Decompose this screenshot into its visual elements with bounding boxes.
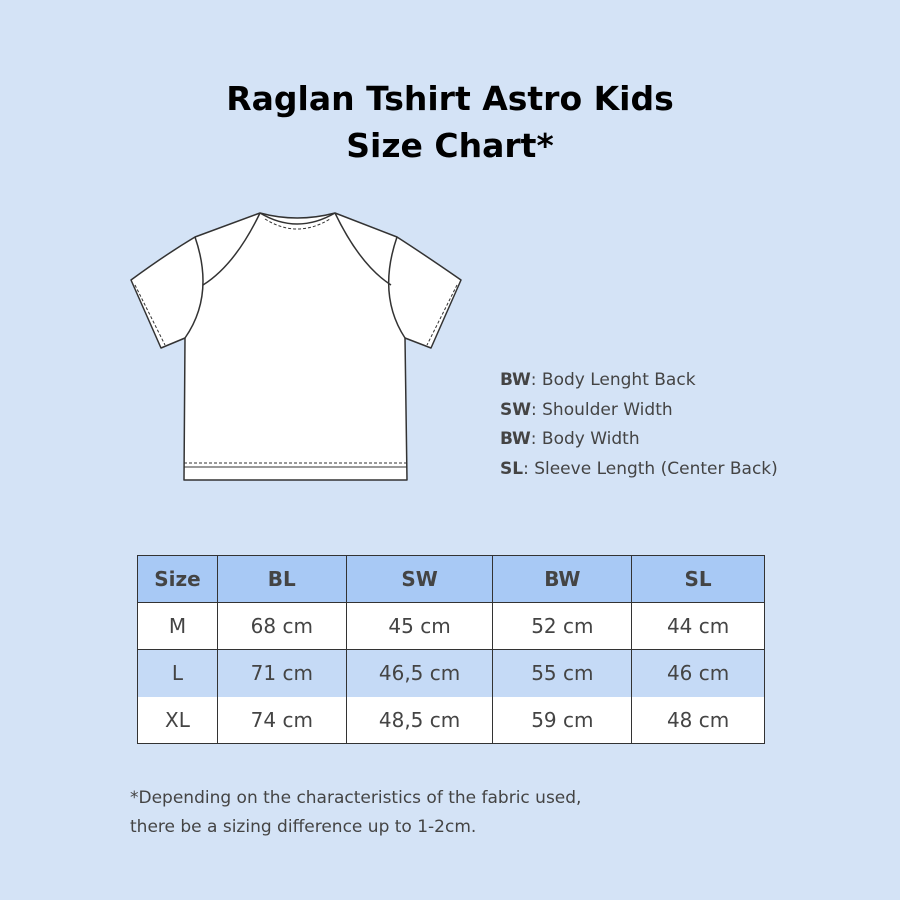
cell: 46 cm: [631, 649, 765, 697]
table-row: L 71 cm 46,5 cm 55 cm 46 cm: [137, 649, 765, 697]
header-sl: SL: [631, 555, 765, 603]
legend-abbr: BW: [500, 429, 531, 449]
footnote-line-1: *Depending on the characteristics of the…: [130, 788, 582, 808]
table-row: M 68 cm 45 cm 52 cm 44 cm: [137, 602, 765, 650]
cell: 48 cm: [631, 696, 765, 744]
footnote-line-2: there be a sizing difference up to 1-2cm…: [130, 817, 477, 837]
cell: XL: [137, 696, 218, 744]
table-header: Size BL SW BW SL: [137, 555, 765, 603]
cell: L: [137, 649, 218, 697]
cell: 55 cm: [492, 649, 633, 697]
cell: 46,5 cm: [345, 649, 494, 697]
page-title: Raglan Tshirt Astro Kids Size Chart*: [0, 75, 900, 169]
legend-abbr: SL: [500, 458, 524, 479]
legend-item: SL: Sleeve Length (Center Back): [500, 455, 778, 485]
cell: 68 cm: [216, 602, 347, 650]
legend-item: SW: Shoulder Width: [500, 396, 778, 426]
header-size: Size: [137, 555, 218, 603]
cell: M: [137, 602, 218, 650]
cell: 48,5 cm: [345, 696, 494, 744]
cell: 59 cm: [492, 696, 633, 744]
table-row: XL 74 cm 48,5 cm 59 cm 48 cm: [137, 696, 765, 744]
cell: 45 cm: [345, 602, 494, 650]
header-sw: SW: [345, 555, 494, 603]
legend-text: : Sleeve Length (Center Back): [523, 458, 778, 479]
footnote: *Depending on the characteristics of the…: [130, 784, 581, 842]
tshirt-illustration: [130, 212, 462, 481]
legend-item: BW: Body Lenght Back: [500, 366, 778, 396]
size-table: Size BL SW BW SL M 68 cm 45 cm 52 cm 44 …: [137, 555, 765, 744]
cell: 71 cm: [216, 649, 347, 697]
header-bl: BL: [216, 555, 347, 603]
cell: 74 cm: [216, 696, 347, 744]
legend-text: : Shoulder Width: [531, 399, 673, 420]
legend-text: : Body Width: [530, 429, 640, 449]
legend-item: BW: Body Width: [500, 425, 778, 455]
cell: 52 cm: [492, 602, 633, 650]
legend-abbr: SW: [500, 399, 531, 420]
legend-text: : Body Lenght Back: [530, 370, 696, 390]
header-bw: BW: [492, 555, 633, 603]
title-line-1: Raglan Tshirt Astro Kids: [226, 79, 674, 118]
legend-abbr: BW: [500, 370, 531, 390]
cell: 44 cm: [631, 602, 765, 650]
measurement-legend: BW: Body Lenght Back SW: Shoulder Width …: [500, 366, 778, 484]
title-line-2: Size Chart*: [346, 126, 554, 165]
